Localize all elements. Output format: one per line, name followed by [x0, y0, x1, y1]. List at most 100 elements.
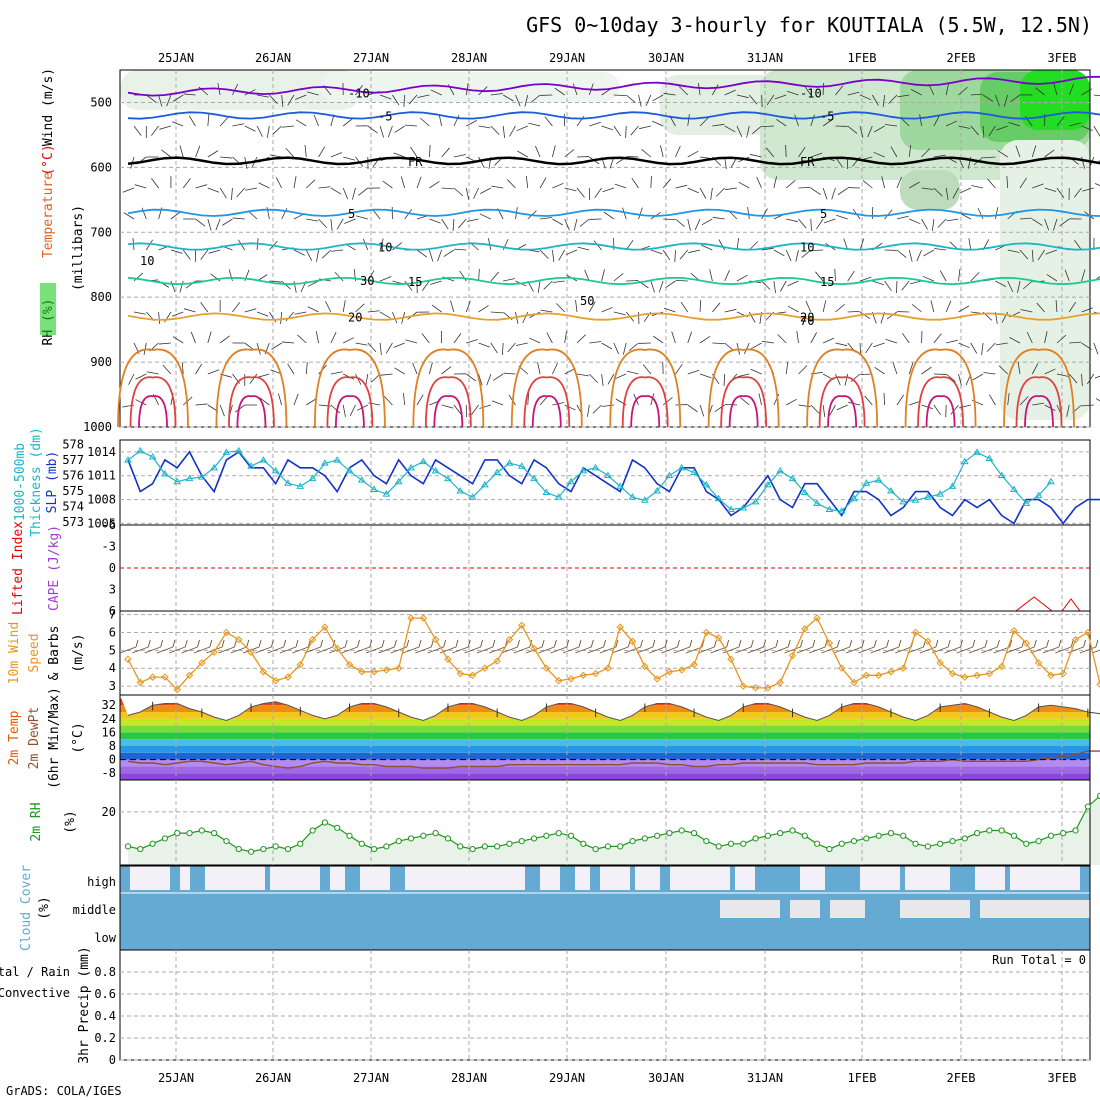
surface-wind-barb	[353, 646, 370, 654]
wind-speed-marker	[936, 659, 944, 667]
wind-barb	[141, 207, 147, 220]
wind-barb	[576, 373, 589, 377]
wind-barb	[367, 125, 378, 134]
total-rain-label: Total / Rain	[0, 965, 70, 979]
wind-speed-marker	[431, 635, 440, 644]
rh-marker	[654, 832, 661, 839]
wind-barb	[810, 404, 820, 414]
wind-barb	[306, 179, 316, 189]
wind-barb	[293, 176, 297, 189]
surface-wind-barb	[480, 639, 483, 648]
surface-wind-barb	[119, 646, 137, 654]
surface-wind-barb	[898, 639, 902, 648]
wind-barb	[882, 94, 886, 107]
boundary-layer-contour	[510, 348, 583, 428]
surface-wind-barb	[1095, 639, 1099, 648]
wind-barb	[575, 300, 578, 313]
temperature-contour-label: 10	[378, 241, 392, 255]
wind-barb	[383, 395, 393, 406]
wind-label: 10m Wind	[7, 622, 22, 685]
surface-wind-barb	[566, 639, 570, 648]
wind-barb	[404, 209, 413, 220]
rh-marker	[850, 837, 858, 845]
thickness-marker	[222, 448, 231, 455]
wind-barb	[1069, 341, 1082, 344]
wind-barb	[307, 306, 319, 313]
wind-barb	[258, 182, 270, 189]
wind-barb	[844, 373, 849, 386]
wind-barb	[412, 362, 418, 375]
wind-barb	[872, 280, 884, 286]
rh-marker	[1010, 832, 1018, 839]
wind-barb	[922, 275, 935, 282]
lifted-index-tick-label: 3	[109, 583, 116, 597]
wind-speed-marker	[185, 671, 194, 680]
wind-barb	[367, 270, 375, 282]
wind-speed-marker	[1022, 639, 1031, 647]
wind-barb	[305, 362, 308, 375]
surface-wind-barb	[517, 639, 520, 648]
thickness-marker	[813, 499, 821, 506]
wind-barb	[744, 342, 750, 355]
wind-barb	[970, 125, 979, 136]
wind-barb	[796, 331, 799, 344]
wind-barb	[602, 187, 615, 193]
wind-barb	[244, 125, 256, 132]
wind-barb	[234, 404, 245, 413]
surface-wind-barb	[492, 639, 496, 648]
rh-marker	[284, 845, 292, 853]
wind-speed-tick-label: 5	[109, 643, 116, 657]
wind-barb	[490, 342, 498, 354]
wind-barb	[183, 308, 196, 313]
wind-barb	[313, 114, 319, 127]
thickness-marker	[727, 505, 735, 513]
wind-barb	[884, 280, 892, 292]
wind-barb	[244, 308, 257, 313]
wind-barb	[747, 207, 750, 220]
thickness-marker	[407, 463, 415, 471]
wind-barb	[231, 187, 233, 200]
wind-barb	[650, 175, 652, 189]
wind-barb	[162, 364, 172, 375]
lifted-index-tick-label: -3	[102, 540, 116, 554]
wind-barb	[404, 280, 413, 291]
surface-wind-barb	[316, 646, 334, 654]
wind-speed-marker	[628, 637, 637, 646]
wind-barb	[994, 207, 999, 220]
rh-contour-label: 50	[580, 294, 594, 308]
wind-barb	[959, 404, 971, 409]
surface-wind-barb	[402, 646, 420, 654]
boundary-layer-contour	[818, 376, 866, 428]
wind-barb	[441, 147, 450, 158]
wind-barb	[443, 249, 455, 257]
wind-barb	[699, 404, 705, 417]
surface-wind-barb	[1046, 639, 1050, 648]
wind-barb	[394, 367, 405, 375]
wind-barb	[285, 311, 295, 322]
rh-marker	[727, 840, 735, 847]
rh-area	[128, 795, 1100, 865]
wind-barb	[151, 125, 159, 136]
wind-barb	[379, 238, 384, 251]
wind-barb	[379, 342, 382, 355]
surface-wind-barb	[661, 646, 678, 654]
wind-barb	[352, 187, 356, 200]
temperature-tick-label: 24	[102, 712, 116, 726]
wind-barb	[613, 125, 621, 137]
wind-barb	[810, 218, 812, 232]
wind-barb	[896, 176, 903, 189]
surface-wind-barb	[255, 646, 272, 654]
wind-barb	[639, 125, 651, 130]
wind-barb	[349, 404, 356, 416]
thickness-marker	[997, 471, 1006, 479]
wind-barb	[710, 187, 713, 200]
wind-barb	[1036, 302, 1045, 313]
wind-barb	[195, 218, 206, 227]
wind-speed-panel: 3 4 5 6 7 10m Wind Speed & Barbs (m/s)	[7, 608, 1100, 696]
wind-barb	[601, 404, 614, 407]
wind-barb	[958, 342, 970, 349]
wind-barb	[179, 145, 184, 158]
thickness-marker	[616, 482, 625, 489]
wind-barb	[183, 93, 196, 96]
thickness-tick-label: 573	[62, 515, 84, 529]
